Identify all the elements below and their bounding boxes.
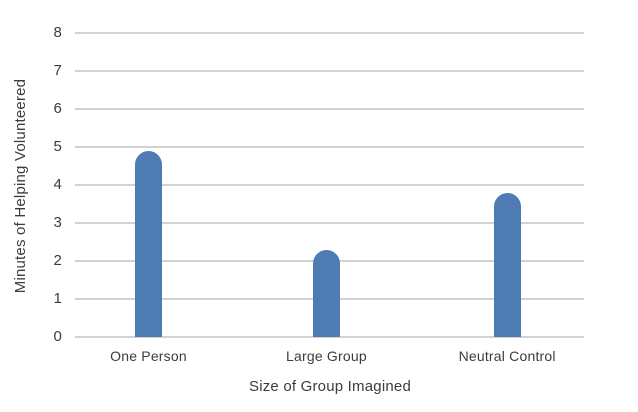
bar-large-group [312, 249, 340, 337]
y-tick-label-4: 4 [53, 176, 62, 193]
y-tick-label-2: 2 [53, 252, 62, 269]
gridline-y-5 [75, 146, 584, 148]
y-tick-label-5: 5 [53, 138, 62, 155]
y-tick-label-0: 0 [53, 328, 62, 345]
y-tick-label-3: 3 [53, 214, 62, 231]
gridline-y-6 [75, 108, 584, 110]
bar-neutral-control [493, 192, 521, 337]
x-category-label-large-group: Large Group [286, 348, 367, 364]
y-tick-label-8: 8 [53, 24, 62, 41]
y-tick-label-1: 1 [53, 290, 62, 307]
y-tick-label-7: 7 [53, 62, 62, 79]
gridline-y-7 [75, 70, 584, 72]
x-axis-title: Size of Group Imagined [249, 378, 411, 395]
gridline-y-8 [75, 32, 584, 34]
gridline-y-3 [75, 222, 584, 224]
gridline-y-0 [75, 336, 584, 338]
x-category-label-neutral-control: Neutral Control [458, 348, 556, 364]
x-category-label-one-person: One Person [110, 348, 187, 364]
y-tick-label-6: 6 [53, 100, 62, 117]
bar-one-person [134, 150, 162, 337]
gridline-y-4 [75, 184, 584, 186]
